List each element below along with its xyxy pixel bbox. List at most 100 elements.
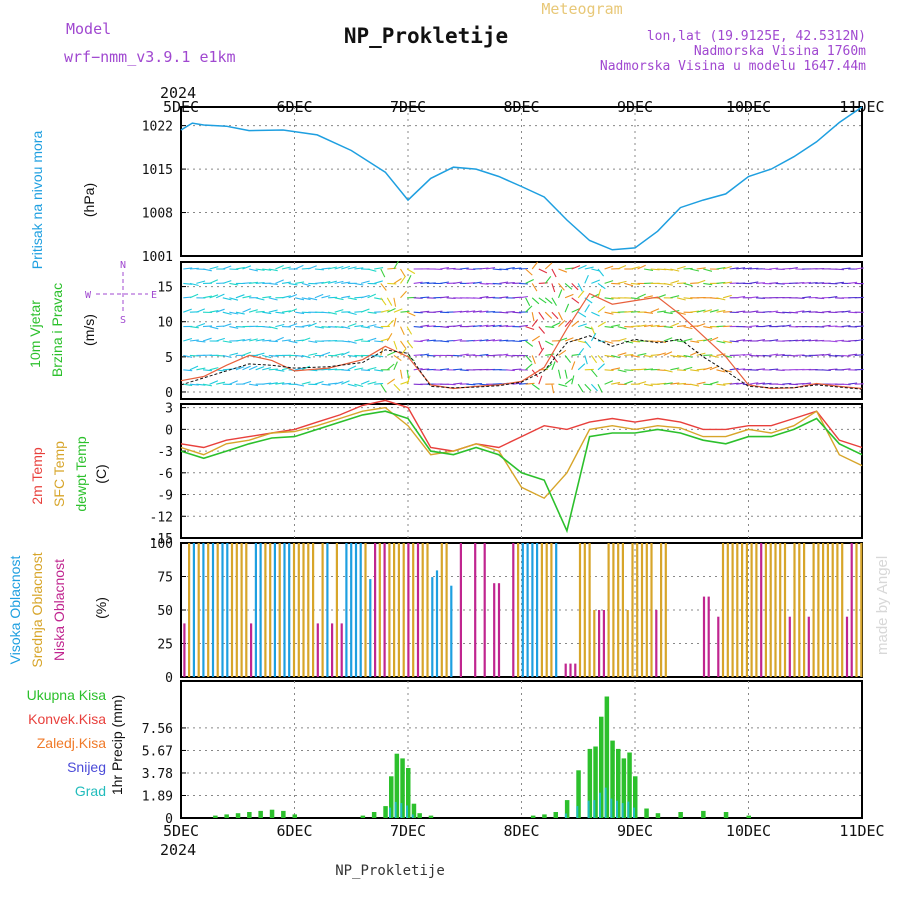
wind-arrow: [736, 310, 746, 313]
wind-arrow: [802, 281, 812, 284]
wind-arrow: [505, 267, 515, 270]
temp-2m-line: [180, 399, 863, 452]
wind-arrow: [183, 337, 193, 342]
wind-arrow: [670, 367, 680, 371]
wind-arrow: [670, 280, 680, 284]
wind-arrow: [762, 382, 772, 385]
cloud-bar: [254, 543, 257, 677]
wind-arrow: [544, 262, 553, 270]
cloud-bar: [807, 616, 810, 677]
wind-arrow: [202, 369, 213, 372]
wind-arrow: [420, 339, 430, 342]
wind-arrow: [644, 383, 653, 387]
cloud-bar: [860, 543, 863, 677]
wind-arrow: [597, 383, 603, 393]
cloud-bar: [855, 543, 858, 677]
wind-arrow: [222, 311, 232, 315]
wind-arrow: [657, 352, 667, 356]
cloud-bar: [583, 543, 586, 677]
wind-arrow: [255, 366, 265, 371]
wind-arrow: [360, 326, 370, 329]
cloud-bar: [335, 543, 338, 677]
wind-arrow: [709, 381, 719, 385]
wind-arrow: [683, 282, 693, 287]
precip-graupel-bar: [576, 806, 579, 818]
temp-ylabel: 2m Temp: [29, 447, 45, 505]
wind-arrow: [683, 366, 693, 371]
cloud-bar: [845, 616, 849, 677]
precip-bar: [564, 800, 570, 818]
wind-arrow: [189, 282, 199, 287]
wind-arrow: [590, 369, 598, 378]
wind-arrow: [769, 310, 779, 313]
y-tick-label: 5: [165, 351, 173, 366]
precip-bar: [633, 776, 638, 818]
cloud-bar: [354, 543, 358, 677]
cloud-bar: [288, 543, 291, 677]
wind-arrow: [848, 382, 858, 385]
cloud-bar: [292, 543, 296, 677]
cloud-bar: [731, 543, 734, 677]
wind-arrow: [295, 297, 305, 301]
cloud-bar: [788, 616, 791, 677]
cloud-bar: [736, 543, 739, 677]
precip-bar: [701, 810, 706, 818]
cloud-bar: [269, 543, 272, 677]
wind-arrow: [334, 381, 344, 385]
precip-frame: [180, 680, 863, 819]
wind-arrow: [736, 339, 746, 342]
wind-arrow: [472, 297, 482, 300]
y-tick-label: 25: [157, 638, 173, 653]
precip-graupel-bar: [593, 800, 596, 818]
wind-arrow: [716, 340, 726, 344]
precip-graupel-bar: [599, 792, 601, 818]
wind-arrow: [683, 326, 693, 330]
wind-arrow: [808, 339, 818, 342]
wind-arrow: [564, 282, 573, 290]
wind-arrow: [703, 366, 713, 371]
wind-arrow: [360, 369, 371, 372]
wind-arrow: [499, 296, 509, 299]
wind-arrow: [334, 326, 344, 329]
wind-arrow: [709, 354, 719, 358]
wind-arrow: [775, 369, 785, 372]
wind-arrow: [841, 310, 851, 313]
wind-arrow: [762, 268, 772, 271]
precip-graupel-bar: [400, 803, 403, 818]
wind-arrow: [769, 339, 779, 342]
wind-arrow: [360, 294, 370, 299]
wind-arrow: [577, 311, 587, 318]
cloud-bar: [707, 596, 710, 677]
cloud-bar: [326, 543, 329, 677]
wind-arrow: [538, 326, 546, 334]
wind-arrow: [229, 282, 239, 286]
wind-arrow: [650, 268, 660, 271]
wind-arrow: [393, 308, 403, 313]
wind-arrow: [308, 322, 317, 328]
wind-arrow: [347, 340, 357, 344]
cloud-bar: [183, 623, 186, 677]
meteogram-label: Meteogram: [541, 0, 622, 18]
wind-arrow: [321, 351, 331, 356]
wind-arrow: [327, 311, 338, 315]
cloud-bar: [302, 543, 305, 677]
cloud-bar: [350, 543, 353, 677]
wind-arrow: [209, 294, 219, 299]
wind-arrow: [479, 353, 489, 356]
wind-arrow: [341, 326, 351, 329]
wind-arrow: [544, 311, 553, 319]
wind-arrow: [347, 266, 357, 270]
wind-arrow: [248, 309, 258, 313]
cloud-bar: [445, 543, 448, 677]
wind-arrow: [295, 367, 305, 371]
wind-arrow: [676, 265, 686, 270]
wind-arrow: [676, 369, 687, 372]
wind-arrow: [604, 326, 614, 329]
wind-arrow: [360, 380, 370, 385]
wind-arrow: [564, 337, 574, 342]
wind-arrow: [347, 365, 357, 371]
wind-arrow: [281, 295, 291, 299]
wind-arrow: [755, 368, 765, 371]
wind-arrow: [341, 281, 351, 284]
cloud-bar: [364, 543, 367, 677]
